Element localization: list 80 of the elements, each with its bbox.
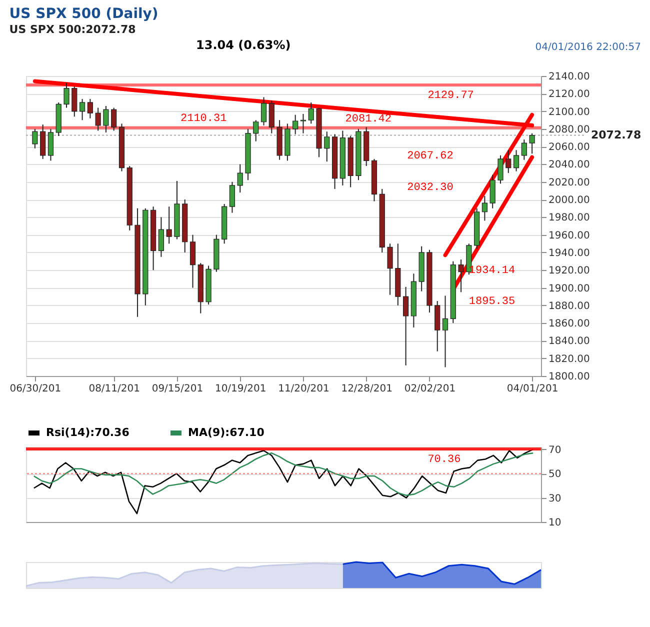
ref-line-label: 2072.78 — [591, 128, 642, 142]
ref-line-label: 2129.77 — [428, 90, 474, 102]
y-tick-label: 1840.00 — [548, 336, 590, 348]
line-series — [33, 452, 534, 496]
legend-label: Rsi(14):70.36 — [46, 426, 130, 439]
candlestick — [32, 128, 38, 149]
candlestick — [300, 113, 306, 134]
x-tick-label: 11/20/201 — [278, 384, 330, 394]
x-tick-label: 10/19/201 — [214, 384, 266, 394]
candlestick — [229, 181, 236, 214]
candlestick — [87, 98, 93, 119]
candlestick — [111, 107, 117, 132]
y-tick-label: 1880.00 — [548, 300, 590, 312]
y-tick-label: 2040.00 — [548, 160, 590, 171]
y-tick-label: 70 — [548, 444, 562, 456]
candlestick — [308, 102, 314, 124]
x-tick-label: 02/02/201 — [404, 384, 456, 394]
y-tick-label: 1820.00 — [548, 354, 590, 365]
candlestick — [48, 128, 54, 162]
x-tick-label: 09/15/201 — [152, 384, 204, 394]
ref-line-label: 2081.42 — [345, 114, 392, 126]
candlestick — [403, 286, 409, 366]
x-tick-label: 06/30/201 — [10, 384, 62, 394]
annotation: 1895.35 — [468, 296, 516, 308]
candlestick — [79, 98, 86, 121]
y-tick-label: 1860.00 — [548, 318, 590, 330]
y-tick-label: 1940.00 — [548, 248, 590, 259]
candlestick — [498, 154, 504, 184]
y-tick-label: 2120.00 — [548, 89, 590, 100]
candlestick — [458, 259, 464, 293]
candlestick — [506, 150, 512, 174]
candlestick — [253, 120, 259, 142]
text: 13.04 (0.63%) — [196, 38, 291, 52]
y-tick-label: 2060.00 — [548, 142, 590, 154]
text: 04/01/2016 22:00:57 — [535, 42, 641, 53]
y-tick-label: 2140.00 — [548, 72, 590, 82]
annotation: 1934.14 — [468, 265, 516, 278]
candlestick — [190, 234, 196, 288]
annotation: 2110.31 — [180, 113, 228, 125]
y-tick-label: 1800.00 — [548, 372, 590, 382]
candlestick — [103, 106, 109, 133]
y-tick-label: 1920.00 — [548, 266, 590, 277]
candlestick — [64, 82, 70, 108]
y-tick-label: 1960.00 — [548, 230, 590, 242]
candlestick — [387, 243, 393, 296]
legend-label: MA(9):67.10 — [188, 426, 265, 439]
candlestick — [95, 107, 101, 132]
x-tick-label: 12/28/201 — [341, 384, 392, 394]
candlestick — [40, 124, 46, 160]
candlestick — [513, 150, 520, 172]
candlestick — [237, 164, 243, 193]
candlestick — [72, 86, 78, 118]
y-tick-label: 2020.00 — [548, 177, 590, 188]
candlestick — [260, 96, 267, 126]
chart-subtitle: US SPX 500:2072.78 — [9, 23, 136, 36]
y-tick-label: 10 — [548, 518, 562, 528]
x-tick-label: 08/11/201 — [88, 384, 140, 394]
y-tick-label: 30 — [548, 493, 562, 504]
candlestick — [324, 131, 330, 162]
y-tick-label: 1900.00 — [548, 283, 590, 294]
candlestick — [158, 216, 164, 258]
candlestick — [442, 295, 448, 368]
y-tick-label: 2080.00 — [548, 124, 590, 136]
y-tick-label: 2000.00 — [548, 195, 590, 206]
candlestick — [490, 174, 496, 209]
candlestick — [521, 139, 527, 160]
x-tick-label: 04/01/201 — [506, 384, 558, 394]
annotation: 2067.62 — [407, 150, 454, 162]
annotation: 2032.30 — [407, 182, 454, 194]
candlestick — [268, 100, 274, 134]
y-tick-label: 1980.00 — [548, 212, 590, 224]
y-tick-label: 50 — [548, 469, 562, 480]
line-series — [33, 448, 534, 514]
candlestick — [292, 114, 298, 135]
chart-title: US SPX 500 (Daily) — [9, 6, 158, 22]
ref-line-label: 70.36 — [428, 454, 461, 466]
y-tick-label: 2100.00 — [548, 106, 590, 118]
candlestick — [482, 196, 488, 222]
candlestick — [166, 206, 172, 244]
candlestick — [529, 132, 535, 154]
